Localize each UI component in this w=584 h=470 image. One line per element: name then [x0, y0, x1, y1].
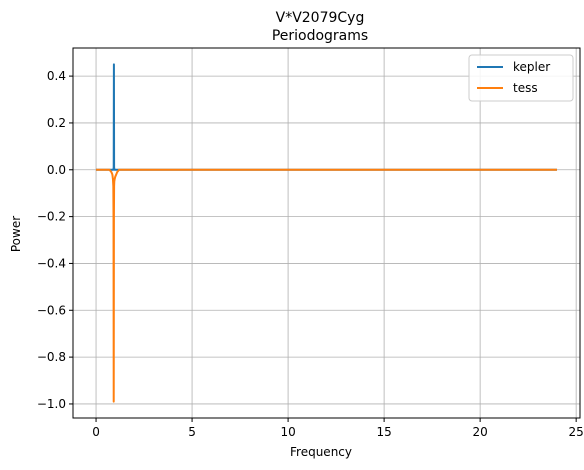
y-tick-label: −0.6 — [37, 303, 66, 317]
y-tick-label: −0.4 — [37, 256, 66, 270]
series-line-kepler — [96, 63, 557, 171]
y-tick-label: 0.2 — [47, 116, 66, 130]
y-axis-label: Power — [9, 216, 23, 252]
x-tick-label: 0 — [92, 425, 100, 439]
x-tick-label: 10 — [280, 425, 295, 439]
x-tick-label: 15 — [376, 425, 391, 439]
series-line-tess — [96, 168, 557, 403]
legend: kepler tess — [468, 54, 574, 102]
legend-label-tess: tess — [513, 81, 538, 95]
plot-frame — [72, 47, 581, 419]
x-tick-label: 5 — [188, 425, 196, 439]
series-lines — [96, 63, 557, 403]
chart-title: V*V2079Cyg — [276, 10, 365, 26]
y-axis-ticks: 0.4 0.2 0.0 −0.2 −0.4 −0.6 −0.8 −1.0 — [37, 69, 73, 411]
grid — [73, 48, 580, 418]
x-axis-ticks: 0 5 10 15 20 25 — [92, 418, 584, 439]
y-tick-label: −0.2 — [37, 210, 66, 224]
x-tick-label: 20 — [472, 425, 487, 439]
x-tick-label: 25 — [569, 425, 584, 439]
x-axis-label: Frequency — [290, 445, 352, 459]
chart-subtitle: Periodograms — [272, 28, 368, 44]
legend-label-kepler: kepler — [513, 60, 550, 74]
y-tick-label: 0.0 — [47, 163, 66, 177]
y-tick-label: −0.8 — [37, 350, 66, 364]
y-tick-label: 0.4 — [47, 69, 66, 83]
y-tick-label: −1.0 — [37, 397, 66, 411]
